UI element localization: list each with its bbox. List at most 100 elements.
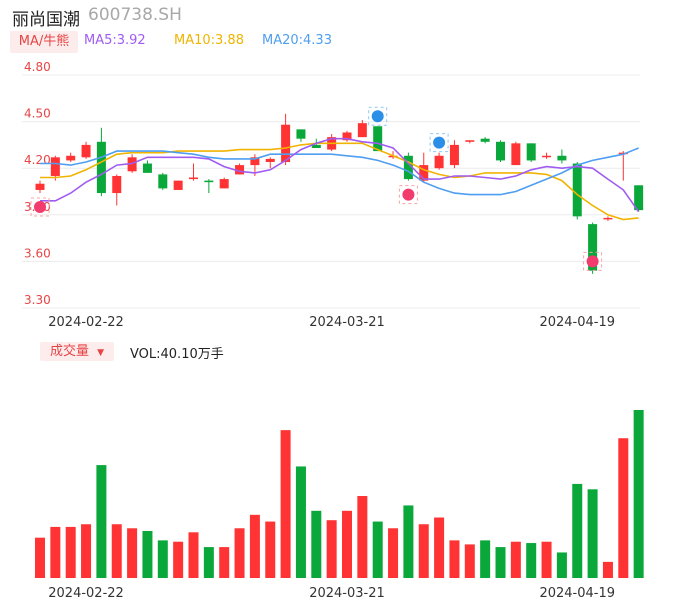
candlestick [526, 143, 536, 162]
volume-value: VOL:40.10万手 [130, 347, 224, 362]
volume-bar [372, 521, 383, 578]
volume-bar [35, 537, 45, 578]
bull-signal-icon [398, 185, 418, 205]
candle-body [465, 140, 475, 142]
candle-body [496, 141, 505, 161]
volume-bar [403, 505, 414, 578]
volume-bar [342, 510, 352, 578]
ma5-line [40, 137, 640, 213]
candlestick [634, 185, 644, 212]
volume-bar [434, 517, 445, 578]
candlestick [158, 172, 168, 190]
candle-body [434, 155, 444, 169]
volume-toggle-label: 成交量 [50, 344, 90, 359]
candle-body [189, 177, 198, 180]
candlestick [357, 120, 367, 138]
candlestick [480, 137, 490, 144]
candlestick [449, 140, 459, 169]
candle-body [158, 174, 168, 189]
volume-bar [388, 528, 399, 578]
volume-bar [526, 543, 537, 578]
volume-bar [188, 532, 199, 578]
candle-body [449, 144, 459, 166]
spark-badge-frame [429, 133, 449, 153]
ma20-line [40, 147, 639, 196]
candlestick [66, 152, 76, 162]
candlestick [112, 174, 122, 206]
volume-bar [50, 526, 61, 578]
candlestick [603, 216, 613, 222]
bull-badge-frame [398, 185, 418, 205]
volume-bar [357, 496, 368, 578]
volume-bar [295, 466, 306, 578]
spark-badge-dot [433, 136, 446, 149]
candlestick [403, 152, 413, 181]
stock-name: 丽尚国潮 [12, 10, 80, 30]
volume-bar [510, 541, 521, 578]
volume-bar [480, 540, 491, 578]
candle-body [235, 165, 245, 175]
candle-body [112, 175, 122, 194]
volume-bar [111, 524, 122, 578]
candle-body [173, 180, 183, 190]
ma10-line [40, 142, 639, 221]
volume-bar [572, 483, 583, 578]
candlestick [434, 152, 444, 170]
volume-bar [326, 520, 337, 578]
date-tick-label: 2024-04-19 [539, 586, 615, 601]
candle-body [204, 180, 214, 183]
bull-badge-dot [34, 201, 46, 214]
volume-bar [633, 410, 644, 578]
candlestick [296, 129, 306, 142]
bull-signal-icon [583, 251, 603, 271]
candle-body [588, 224, 598, 271]
candle-body [357, 123, 367, 138]
bull-badge-dot [586, 255, 599, 268]
candle-body [50, 157, 60, 176]
volume-bar [127, 528, 138, 578]
candle-body [127, 157, 137, 172]
volume-bar [418, 524, 429, 578]
candle-body [311, 144, 321, 149]
candlestick [572, 161, 582, 220]
price-tick-label: 4.50 [24, 107, 51, 121]
candlestick [465, 140, 475, 144]
candle-body [557, 155, 567, 161]
volume-bar [81, 524, 92, 578]
ma5-value: MA5:3.92 [84, 33, 146, 48]
stock-code: 600738.SH [88, 5, 182, 25]
candlestick [35, 180, 45, 194]
candlestick [419, 152, 429, 183]
volume-bar [587, 489, 598, 578]
candle-body [373, 126, 383, 152]
candle-body [219, 179, 229, 189]
volume-bar [96, 465, 107, 578]
volume-indicator-toggle[interactable]: 成交量 ▼ [40, 342, 114, 361]
spark-signal-icon [429, 133, 449, 153]
date-tick-label: 2024-03-21 [309, 586, 385, 601]
bull-badge-frame [583, 251, 603, 271]
bull-signal-icon [30, 197, 50, 217]
volume-bar [495, 547, 506, 578]
candlestick [50, 155, 60, 181]
candle-body [342, 132, 352, 141]
candlestick [542, 152, 552, 159]
volume-bar [157, 540, 168, 578]
volume-bar [142, 530, 153, 578]
date-tick-label: 2024-03-21 [309, 315, 385, 330]
candle-body [96, 141, 106, 194]
candle-body [281, 124, 291, 162]
volume-bar [249, 514, 260, 578]
candle-body [542, 155, 552, 158]
candle-body [480, 138, 490, 142]
volume-bar [556, 552, 567, 578]
volume-bar [203, 547, 214, 578]
candle-body [296, 129, 306, 139]
ma-indicator-toggle[interactable]: MA/牛熊 [10, 31, 78, 53]
volume-bar [602, 561, 613, 578]
candlestick [496, 140, 505, 162]
ma20-value: MA20:4.33 [262, 33, 332, 48]
candlestick [81, 141, 91, 159]
candlestick [281, 113, 291, 166]
